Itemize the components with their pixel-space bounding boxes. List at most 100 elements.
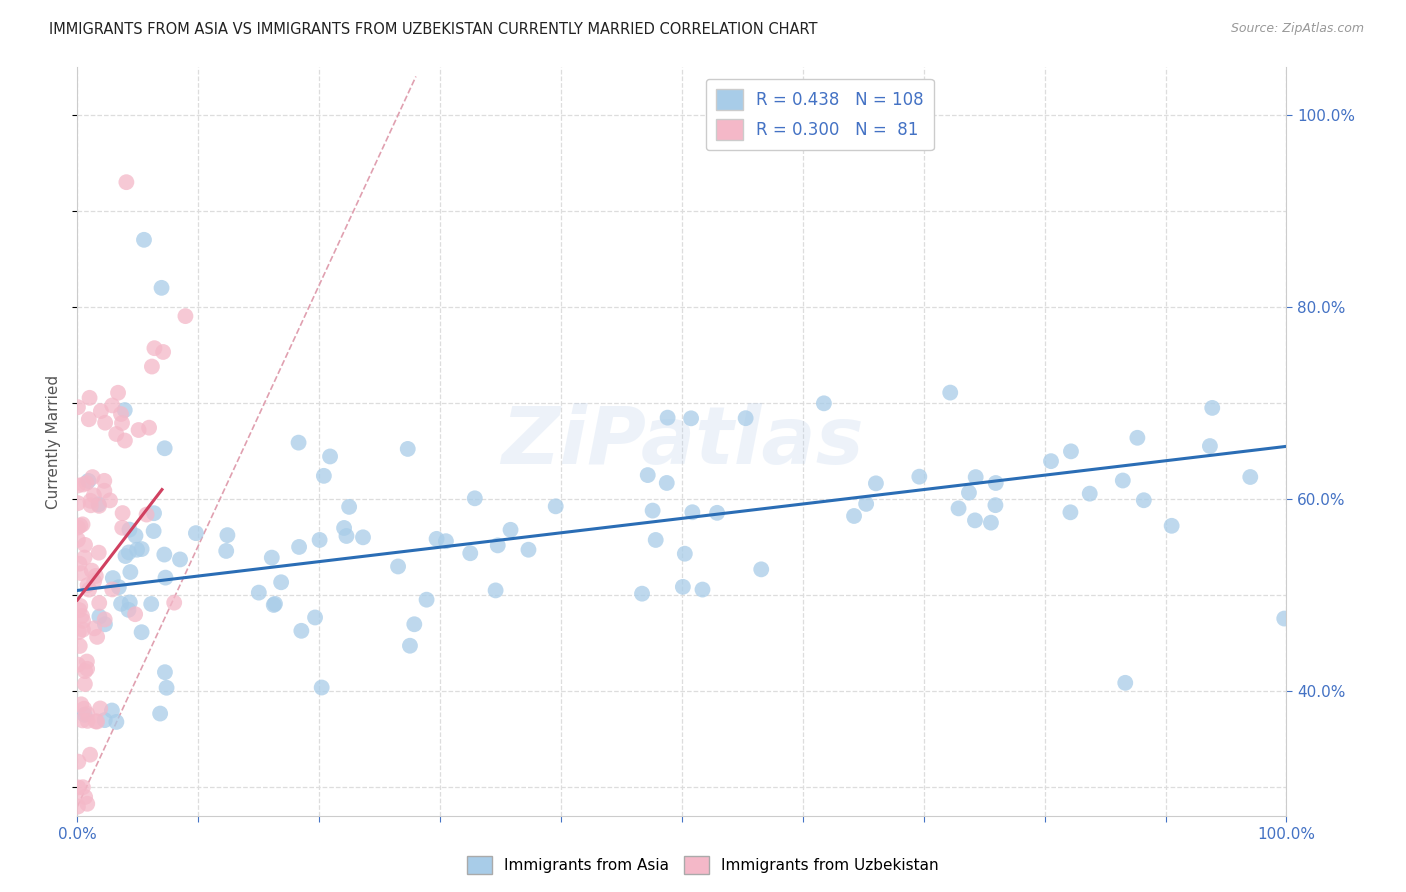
Point: [86, 714, 108, 729]
Point: [111, 416, 134, 430]
Point: [120, 565, 142, 579]
Point: [734, 411, 756, 425]
Point: [1160, 518, 1182, 533]
Point: [984, 498, 1007, 512]
Point: [855, 497, 877, 511]
Point: [517, 542, 540, 557]
Point: [82, 470, 104, 484]
Point: [94, 713, 117, 727]
Point: [544, 500, 567, 514]
Point: [948, 501, 970, 516]
Point: [83, 574, 105, 588]
Point: [66, 533, 89, 547]
Point: [415, 592, 437, 607]
Point: [101, 704, 124, 718]
Point: [1126, 431, 1149, 445]
Point: [155, 681, 177, 695]
Point: [749, 562, 772, 576]
Point: [79, 747, 101, 762]
Point: [337, 500, 360, 514]
Point: [114, 403, 136, 417]
Point: [118, 545, 141, 559]
Point: [108, 580, 131, 594]
Point: [138, 420, 160, 434]
Point: [290, 624, 312, 638]
Point: [939, 385, 962, 400]
Point: [101, 571, 124, 585]
Point: [111, 521, 134, 535]
Point: [114, 434, 136, 448]
Point: [77, 474, 100, 488]
Point: [107, 385, 129, 400]
Point: [957, 485, 980, 500]
Point: [141, 359, 163, 374]
Point: [72, 780, 94, 795]
Point: [1112, 474, 1135, 488]
Point: [128, 423, 150, 437]
Point: [70, 698, 93, 712]
Point: [641, 503, 664, 517]
Point: [672, 580, 695, 594]
Point: [72, 714, 94, 728]
Point: [644, 533, 666, 547]
Point: [263, 598, 285, 612]
Point: [980, 516, 1002, 530]
Point: [83, 621, 105, 635]
Point: [83, 488, 105, 502]
Point: [72, 477, 94, 491]
Point: [387, 559, 409, 574]
Point: [105, 714, 128, 729]
Point: [681, 411, 703, 425]
Point: [464, 491, 486, 506]
Point: [111, 506, 134, 520]
Point: [94, 416, 117, 430]
Point: [118, 523, 141, 537]
Point: [1133, 493, 1156, 508]
Point: [69, 557, 91, 571]
Point: [72, 614, 94, 628]
Point: [73, 707, 96, 722]
Point: [70, 609, 93, 624]
Point: [73, 677, 96, 691]
Point: [90, 404, 112, 418]
Point: [141, 597, 163, 611]
Point: [87, 497, 110, 511]
Point: [499, 523, 522, 537]
Point: [101, 398, 124, 412]
Point: [69, 599, 91, 613]
Point: [813, 396, 835, 410]
Point: [1201, 401, 1223, 415]
Point: [125, 542, 148, 557]
Point: [965, 470, 987, 484]
Point: [66, 657, 89, 672]
Point: [115, 175, 138, 189]
Point: [98, 493, 121, 508]
Point: [288, 540, 311, 554]
Point: [79, 391, 101, 405]
Point: [842, 508, 865, 523]
Point: [84, 714, 107, 729]
Text: Source: ZipAtlas.com: Source: ZipAtlas.com: [1230, 22, 1364, 36]
Point: [169, 552, 191, 566]
Point: [631, 587, 654, 601]
Point: [94, 617, 117, 632]
Point: [110, 597, 132, 611]
Point: [308, 533, 330, 547]
Point: [80, 498, 103, 512]
Point: [149, 706, 172, 721]
Point: [692, 582, 714, 597]
Point: [67, 603, 90, 617]
Point: [66, 799, 89, 814]
Point: [1199, 439, 1222, 453]
Point: [673, 547, 696, 561]
Point: [657, 410, 679, 425]
Point: [76, 662, 98, 676]
Point: [75, 789, 97, 804]
Point: [114, 549, 136, 563]
Point: [426, 532, 449, 546]
Point: [152, 345, 174, 359]
Point: [153, 548, 176, 562]
Point: [69, 639, 91, 653]
Point: [1060, 444, 1083, 458]
Point: [681, 505, 703, 519]
